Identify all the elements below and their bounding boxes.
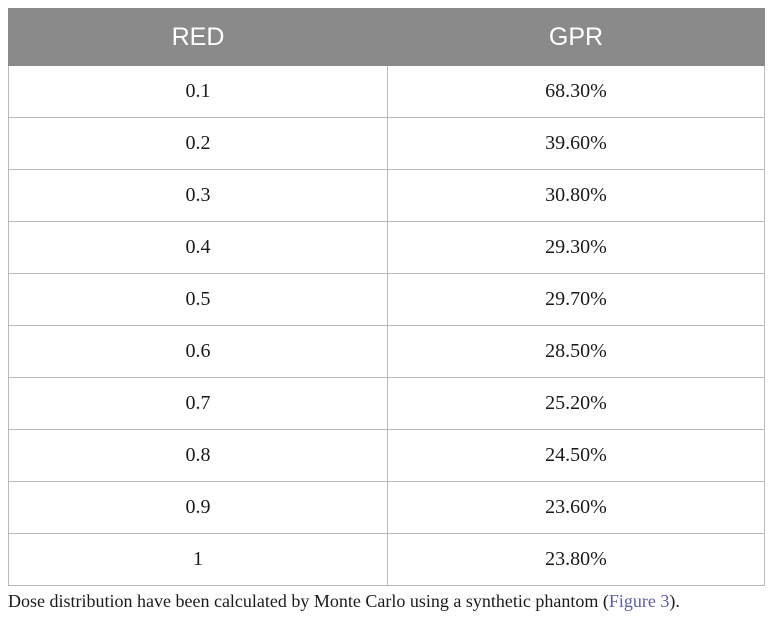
- table-header: RED GPR: [8, 8, 765, 66]
- table-row: 0.4 29.30%: [8, 221, 765, 274]
- table-row: 0.3 30.80%: [8, 169, 765, 222]
- table-row: 0.7 25.20%: [8, 377, 765, 430]
- cell-gpr: 30.80%: [387, 169, 765, 222]
- column-header-gpr: GPR: [387, 8, 765, 66]
- figure-3-link[interactable]: Figure 3: [608, 591, 670, 611]
- cell-gpr: 23.60%: [387, 481, 765, 534]
- cell-gpr: 68.30%: [387, 65, 765, 118]
- cell-gpr: 23.80%: [387, 533, 765, 586]
- data-table: RED GPR 0.1 68.30% 0.2 39.60% 0.3 30.80%…: [8, 8, 765, 586]
- footnote-text: Dose distribution have been calculated b…: [8, 591, 609, 611]
- cell-gpr: 28.50%: [387, 325, 765, 378]
- cell-red: 1: [8, 533, 388, 586]
- cell-gpr: 39.60%: [387, 117, 765, 170]
- table-body: 0.1 68.30% 0.2 39.60% 0.3 30.80% 0.4 29.…: [8, 65, 765, 586]
- table-row: 0.8 24.50%: [8, 429, 765, 482]
- table-row: 0.2 39.60%: [8, 117, 765, 170]
- cell-red: 0.1: [8, 65, 388, 118]
- cell-red: 0.8: [8, 429, 388, 482]
- header-row: RED GPR: [8, 8, 765, 66]
- table-row: 0.9 23.60%: [8, 481, 765, 534]
- table-footnote: Dose distribution have been calculated b…: [8, 591, 680, 612]
- cell-red: 0.7: [8, 377, 388, 430]
- table-row: 0.5 29.70%: [8, 273, 765, 326]
- cell-red: 0.9: [8, 481, 388, 534]
- cell-red: 0.3: [8, 169, 388, 222]
- cell-red: 0.4: [8, 221, 388, 274]
- table-row: 0.6 28.50%: [8, 325, 765, 378]
- table-row: 0.1 68.30%: [8, 65, 765, 118]
- cell-red: 0.6: [8, 325, 388, 378]
- cell-red: 0.5: [8, 273, 388, 326]
- cell-gpr: 25.20%: [387, 377, 765, 430]
- table-row: 1 23.80%: [8, 533, 765, 586]
- column-header-red: RED: [8, 8, 388, 66]
- footnote-text-end: ).: [669, 591, 680, 611]
- cell-gpr: 29.30%: [387, 221, 765, 274]
- cell-gpr: 29.70%: [387, 273, 765, 326]
- cell-gpr: 24.50%: [387, 429, 765, 482]
- data-table-container: RED GPR 0.1 68.30% 0.2 39.60% 0.3 30.80%…: [8, 8, 765, 586]
- cell-red: 0.2: [8, 117, 388, 170]
